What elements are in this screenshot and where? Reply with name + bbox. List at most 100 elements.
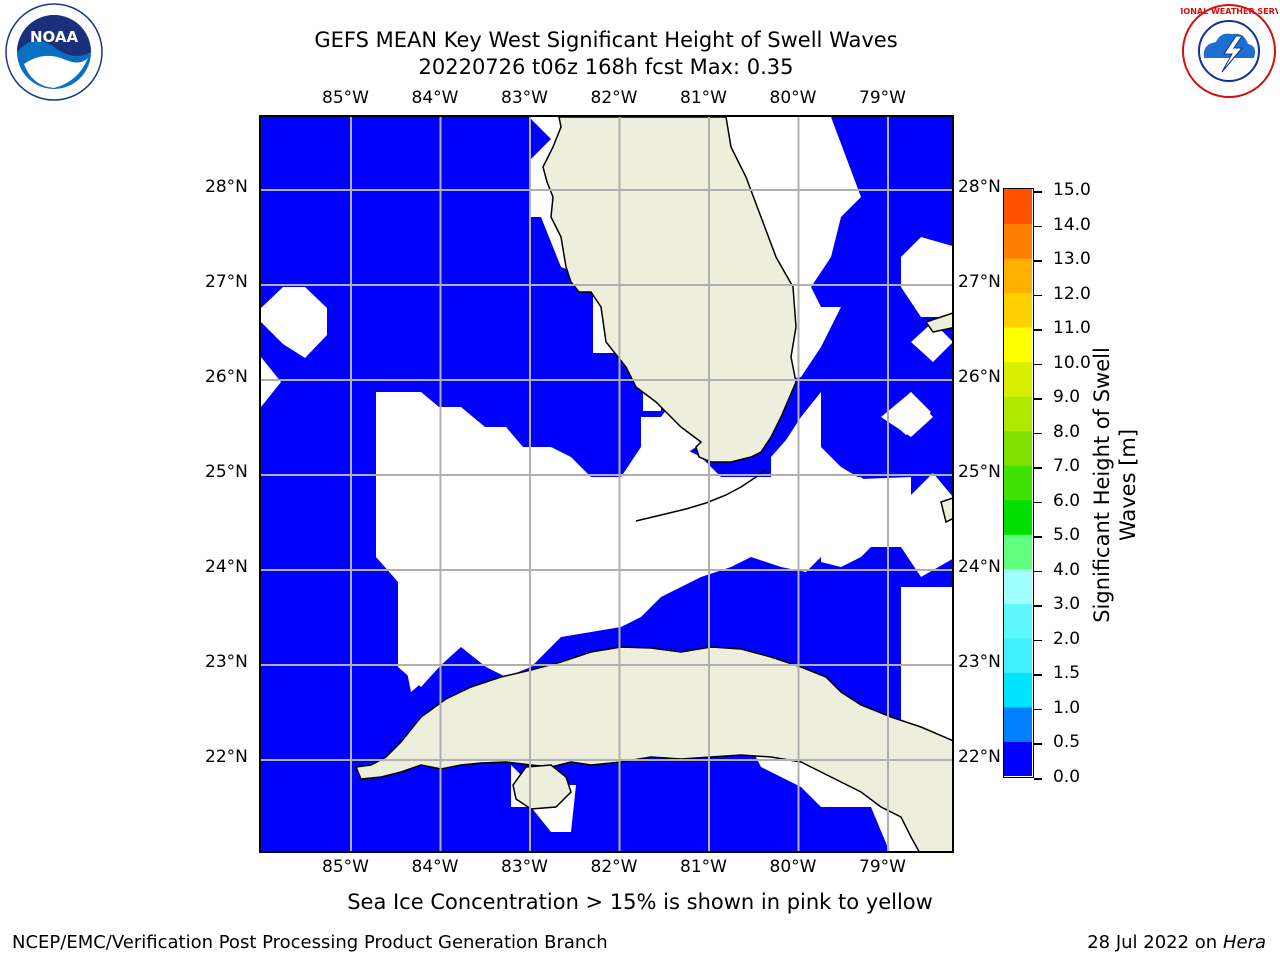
colorbar-tick-mark [1034,674,1042,676]
colorbar-swatch [1004,568,1032,604]
lon-tick-label: 82°W [590,857,638,877]
colorbar-swatch [1004,223,1032,259]
colorbar-title-line: Significant Height of Swell [1090,347,1114,623]
lat-tick-label: 26°N [205,367,248,387]
colorbar-tick-mark [1034,778,1042,780]
colorbar-tick-mark [1034,432,1042,435]
footer-host: Hera [1222,932,1266,953]
lon-tick-label: 80°W [769,88,817,108]
colorbar-swatch [1004,396,1032,432]
lon-tick-label: 84°W [411,88,459,108]
colorbar-swatch [1004,189,1032,225]
colorbar-tick-mark [1034,363,1042,366]
lon-tick-label: 85°W [322,857,369,877]
colorbar-tick-label: 0.5 [1053,732,1081,753]
colorbar-title-line: Waves [m] [1116,428,1140,542]
noaa-logo: NOAA [4,2,104,102]
colorbar-tick-label: 1.0 [1053,697,1081,718]
colorbar-tick-label: 7.0 [1053,456,1081,477]
lat-tick-label: 25°N [205,462,248,482]
colorbar-tick-label: 11.0 [1053,318,1091,339]
colorbar-tick-mark [1034,191,1042,193]
colorbar-tick-label: 5.0 [1053,525,1081,546]
colorbar-tick-mark [1034,743,1042,745]
colorbar-tick-label: 13.0 [1053,249,1091,270]
lat-tick-label: 25°N [958,462,1001,482]
colorbar-tick-mark [1034,398,1042,400]
colorbar-tick-label: 9.0 [1053,387,1081,408]
colorbar-swatch [1004,465,1032,501]
colorbar-tick-mark [1034,329,1042,331]
lon-tick-label: 80°W [769,857,817,877]
colorbar-tick-label: 0.0 [1053,767,1081,787]
colorbar-tick-mark [1034,708,1042,711]
footer-date: 28 Jul 2022 on Hera [1087,932,1266,953]
colorbar-swatch [1004,534,1032,570]
map-title: GEFS MEAN Key West Significant Height of… [314,28,898,52]
lat-tick-label: 27°N [958,272,1001,292]
colorbar-swatch [1004,603,1032,639]
colorbar-tick-label: 2.0 [1053,628,1081,649]
isla-juventud [512,764,572,810]
colorbar-swatch [1004,637,1032,673]
map-panel [259,115,954,853]
colorbar-tick-label: 8.0 [1053,421,1081,442]
graticule [261,117,952,851]
cuba [354,646,952,851]
lon-tick-label: 82°W [590,88,638,108]
colorbar-tick-label: 10.0 [1053,352,1091,373]
colorbar-tick-label: 1.5 [1053,663,1081,684]
colorbar-swatch [1004,706,1032,742]
colorbar-swatch [1004,327,1032,363]
colorbar-tick-mark [1034,570,1042,573]
svg-text:NOAA: NOAA [30,28,79,46]
land [354,117,952,851]
lon-tick-label: 81°W [680,857,727,877]
lat-tick-label: 28°N [958,177,1001,197]
lat-tick-label: 24°N [958,557,1001,577]
colorbar-swatch [1004,741,1032,777]
svg-text:NATIONAL WEATHER SERVICE: NATIONAL WEATHER SERVICE [1180,7,1278,16]
colorbar-swatch [1004,430,1032,466]
footer-date-text: 28 Jul 2022 on [1087,932,1223,953]
colorbar-tick-mark [1034,467,1042,469]
colorbar-tick-label: 3.0 [1053,594,1081,615]
lat-tick-label: 23°N [205,652,248,672]
lat-tick-label: 26°N [958,367,1001,387]
colorbar-tick-label: 15.0 [1053,180,1091,200]
swell-height-map [261,117,952,851]
colorbar-tick-mark [1034,294,1042,297]
colorbar [1003,188,1034,778]
colorbar-tick-mark [1034,605,1042,607]
lon-tick-label: 81°W [680,88,727,108]
colorbar-tick-mark [1034,536,1042,538]
footer-branch: NCEP/EMC/Verification Post Processing Pr… [12,932,608,953]
map-subtitle: 20220726 t06z 168h fcst Max: 0.35 [418,55,794,79]
lon-tick-label: 83°W [501,857,548,877]
colorbar-tick-label: 6.0 [1053,490,1081,511]
colorbar-tick-label: 4.0 [1053,559,1081,580]
colorbar-tick-label: 14.0 [1053,214,1091,235]
lat-tick-label: 28°N [205,177,248,197]
lat-tick-label: 22°N [205,747,248,767]
colorbar-tick-mark [1034,639,1042,642]
lon-tick-label: 85°W [322,88,369,108]
lat-tick-label: 22°N [958,747,1001,767]
lat-tick-label: 24°N [205,557,248,577]
lat-tick-label: 27°N [205,272,248,292]
colorbar-tick-mark [1034,501,1042,504]
colorbar-swatch [1004,258,1032,294]
nws-logo: NATIONAL WEATHER SERVICE [1163,2,1280,100]
lat-tick-label: 23°N [958,652,1001,672]
colorbar-swatch [1004,361,1032,397]
lon-tick-label: 84°W [411,857,459,877]
colorbar-swatches [1004,189,1032,777]
colorbar-tick-label: 12.0 [1053,283,1091,304]
colorbar-swatch [1004,499,1032,535]
colorbar-swatch [1004,672,1032,708]
lon-tick-label: 83°W [501,88,548,108]
colorbar-tick-mark [1034,260,1042,262]
lon-tick-label: 79°W [859,88,906,108]
lon-tick-label: 79°W [859,857,906,877]
sea-ice-note: Sea Ice Concentration > 15% is shown in … [347,890,933,914]
